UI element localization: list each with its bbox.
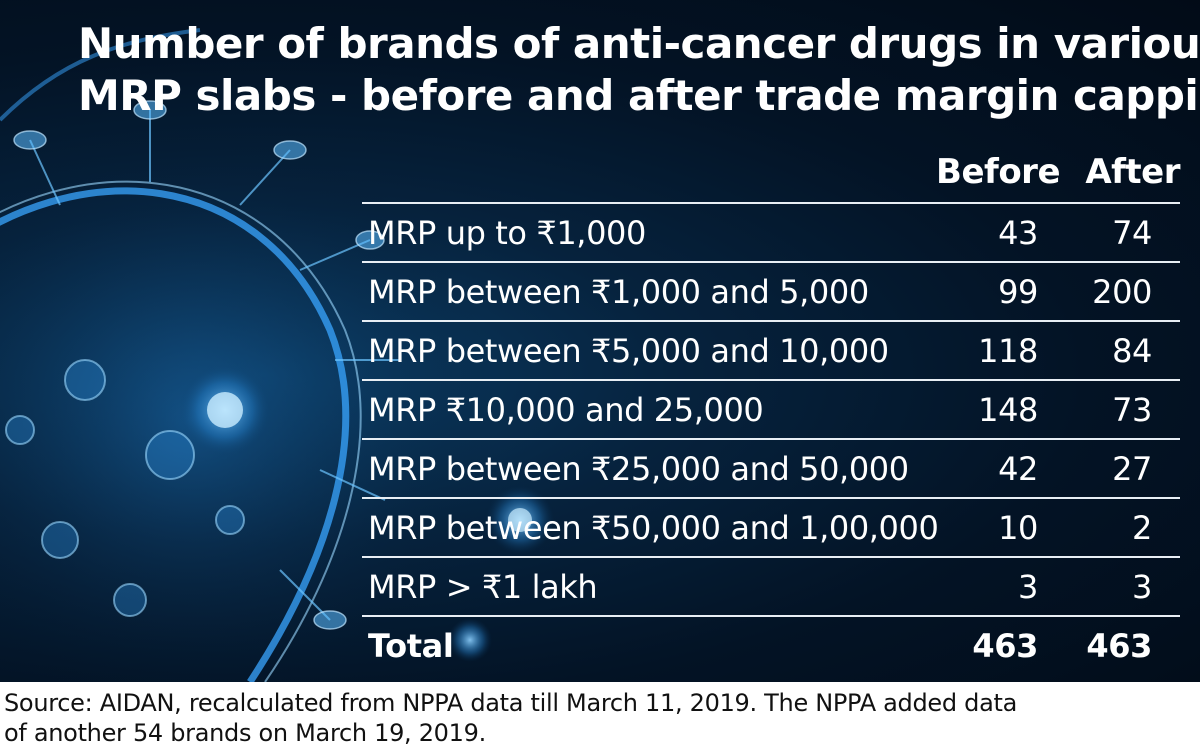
table-row: MRP > ₹1 lakh 3 3 (362, 558, 1180, 617)
row-label: MRP between ₹1,000 and 5,000 (368, 273, 869, 311)
row-label: MRP up to ₹1,000 (368, 214, 646, 252)
table-row: MRP between ₹1,000 and 5,000 99 200 (362, 263, 1180, 322)
virus-illustration (0, 28, 554, 682)
table-row: MRP up to ₹1,000 43 74 (362, 204, 1180, 263)
before-value: 99 (998, 273, 1038, 311)
row-label: MRP ₹10,000 and 25,000 (368, 391, 764, 429)
before-value: 3 (1018, 568, 1038, 606)
total-after-value: 463 (1086, 627, 1152, 665)
after-value: 73 (1112, 391, 1152, 429)
before-value: 10 (998, 509, 1038, 547)
source-note-line-1: Source: AIDAN, recalculated from NPPA da… (4, 689, 1018, 717)
after-value: 3 (1132, 568, 1152, 606)
total-before-value: 463 (972, 627, 1038, 665)
chart-title: Number of brands of anti-cancer drugs in… (78, 18, 1200, 122)
table-row: MRP between ₹50,000 and 1,00,000 10 2 (362, 499, 1180, 558)
after-value: 27 (1112, 450, 1152, 488)
before-value: 118 (978, 332, 1038, 370)
after-value: 74 (1112, 214, 1152, 252)
after-value: 200 (1092, 273, 1152, 311)
column-header-after: After (1085, 152, 1180, 192)
chart-title-line-1: Number of brands of anti-cancer drugs in… (78, 19, 1200, 68)
before-value: 42 (998, 450, 1038, 488)
infographic-panel: Number of brands of anti-cancer drugs in… (0, 0, 1200, 682)
chart-title-line-2: MRP slabs - before and after trade margi… (78, 71, 1200, 120)
data-table: MRP up to ₹1,000 43 74 MRP between ₹1,00… (362, 202, 1180, 674)
table-row: MRP ₹10,000 and 25,000 148 73 (362, 381, 1180, 440)
before-value: 148 (978, 391, 1038, 429)
column-header-before: Before (936, 152, 1060, 192)
table-row: MRP between ₹5,000 and 10,000 118 84 (362, 322, 1180, 381)
after-value: 2 (1132, 509, 1152, 547)
source-note-line-2: of another 54 brands on March 19, 2019. (4, 719, 486, 747)
total-label: Total (368, 627, 454, 665)
source-note: Source: AIDAN, recalculated from NPPA da… (4, 688, 1194, 748)
table-row: MRP between ₹25,000 and 50,000 42 27 (362, 440, 1180, 499)
row-label: MRP between ₹50,000 and 1,00,000 (368, 509, 939, 547)
row-label: MRP > ₹1 lakh (368, 568, 598, 606)
row-label: MRP between ₹5,000 and 10,000 (368, 332, 889, 370)
row-label: MRP between ₹25,000 and 50,000 (368, 450, 909, 488)
after-value: 84 (1112, 332, 1152, 370)
table-total-row: Total 463 463 (362, 617, 1180, 674)
before-value: 43 (998, 214, 1038, 252)
